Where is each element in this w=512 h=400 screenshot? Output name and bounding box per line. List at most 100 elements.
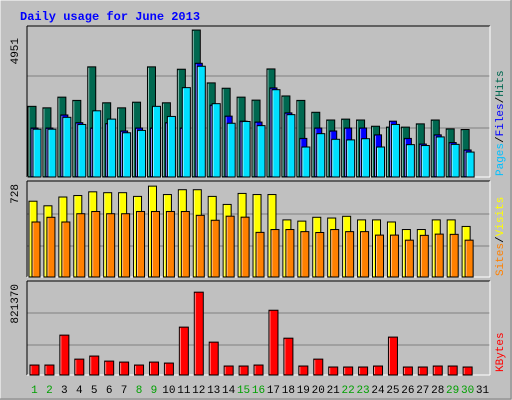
bar-pages-day-17 [271, 89, 281, 178]
bar-kbytes-day-14 [223, 365, 234, 376]
legend-hits-files-pages: Pages/Files/Hits [495, 70, 507, 176]
bar-sites-day-14-fill [225, 215, 235, 278]
bar-sites-day-29-fill [449, 233, 459, 278]
y-max-label-visits: 728 [10, 184, 22, 204]
bar-sites-day-11-fill [180, 210, 190, 278]
bar-pages-day-8 [137, 129, 147, 178]
bar-sites-day-4 [76, 213, 86, 278]
x-label-day-18: 18 [282, 385, 295, 397]
bar-sites-day-10 [165, 210, 175, 278]
bar-kbytes-day-28 [432, 365, 443, 376]
bar-sites-day-1-fill [31, 221, 41, 278]
x-label-day-6: 6 [106, 385, 113, 397]
x-label-day-31: 31 [476, 385, 490, 397]
bar-kbytes-day-19 [298, 365, 309, 376]
bar-pages-day-28-fill [435, 136, 445, 178]
x-label-day-27: 27 [416, 385, 429, 397]
bar-pages-day-13 [211, 103, 221, 178]
bar-sites-day-6 [106, 213, 116, 278]
bar-kbytes-day-8-fill [134, 364, 145, 376]
bar-kbytes-day-25 [387, 336, 398, 376]
bar-kbytes-day-20-fill [313, 358, 324, 376]
bar-pages-day-18-fill [286, 114, 296, 178]
legend-kbytes: KBytes [495, 332, 507, 372]
bar-sites-day-16 [255, 231, 265, 278]
bar-sites-day-19-fill [300, 231, 310, 278]
bar-pages-day-24 [376, 146, 386, 178]
bar-kbytes-day-2 [44, 364, 55, 376]
bar-kbytes-day-7 [119, 361, 130, 376]
bar-sites-day-8 [136, 210, 146, 278]
legend-item-visits: Visits [495, 197, 507, 237]
bar-sites-day-24 [375, 234, 385, 278]
bar-kbytes-day-7-fill [119, 361, 130, 376]
bar-pages-day-5 [92, 110, 102, 178]
bar-pages-day-26-fill [405, 144, 415, 178]
bar-sites-day-2 [46, 216, 56, 278]
x-label-day-7: 7 [121, 385, 128, 397]
bar-sites-day-23 [360, 231, 370, 278]
x-label-day-19: 19 [297, 385, 310, 397]
bar-kbytes-day-5 [89, 355, 100, 376]
bar-kbytes-day-11 [178, 326, 189, 376]
x-label-day-24: 24 [371, 385, 385, 397]
bar-sites-day-7 [121, 213, 131, 278]
bar-pages-day-1 [32, 128, 42, 178]
legend-separator: / [495, 136, 507, 143]
bar-pages-day-27 [420, 145, 430, 178]
bar-sites-day-25 [389, 234, 399, 278]
bar-kbytes-day-23-fill [358, 366, 369, 376]
bar-kbytes-day-27 [417, 366, 428, 376]
bar-sites-day-29 [449, 233, 459, 278]
bar-sites-day-10-fill [165, 210, 175, 278]
x-label-day-10: 10 [162, 385, 175, 397]
bar-kbytes-day-21-fill [328, 366, 339, 376]
bar-pages-day-15-fill [241, 120, 251, 178]
y-max-label-hits: 4951 [10, 38, 22, 65]
bar-kbytes-day-9 [148, 361, 159, 376]
x-label-day-28: 28 [431, 385, 444, 397]
bar-pages-day-19 [301, 146, 311, 178]
legend-separator: / [495, 236, 507, 243]
bar-kbytes-day-15 [238, 365, 249, 376]
bar-sites-day-28-fill [434, 233, 444, 278]
bar-sites-day-20 [315, 231, 325, 278]
bar-sites-day-27-fill [419, 234, 429, 278]
bar-pages-day-28 [435, 136, 445, 178]
bar-sites-day-7-fill [121, 213, 131, 278]
bar-kbytes-day-24 [373, 365, 384, 376]
x-label-day-5: 5 [91, 385, 98, 397]
bar-pages-day-2 [47, 128, 57, 178]
bar-kbytes-day-15-fill [238, 365, 249, 376]
x-label-day-22: 22 [342, 385, 355, 397]
bar-pages-day-16-fill [256, 125, 266, 178]
bar-kbytes-day-1 [29, 364, 40, 376]
bar-pages-day-20 [316, 133, 326, 178]
x-label-day-11: 11 [177, 385, 191, 397]
legend-item-sites: Sites [495, 243, 507, 276]
bar-sites-day-30 [464, 239, 474, 278]
bar-kbytes-day-20 [313, 358, 324, 376]
bar-sites-day-3-fill [61, 221, 71, 278]
x-label-day-13: 13 [207, 385, 220, 397]
bar-sites-day-2-fill [46, 216, 56, 278]
bar-sites-day-15-fill [240, 216, 250, 278]
bar-kbytes-day-3-fill [59, 334, 70, 376]
bar-sites-day-5-fill [91, 210, 101, 278]
bar-pages-day-25 [390, 123, 400, 178]
bar-kbytes-day-25-fill [387, 336, 398, 376]
bar-sites-day-16-fill [255, 231, 265, 278]
bar-pages-day-3 [62, 116, 72, 178]
bar-pages-day-4-fill [77, 123, 87, 178]
legend-item-hits: Hits [495, 70, 507, 96]
bar-kbytes-day-26-fill [402, 366, 413, 376]
bar-kbytes-day-22 [343, 366, 354, 376]
bar-kbytes-day-2-fill [44, 364, 55, 376]
x-label-day-26: 26 [401, 385, 414, 397]
x-label-day-29: 29 [446, 385, 459, 397]
bar-sites-day-6-fill [106, 213, 116, 278]
bar-pages-day-22 [346, 139, 356, 178]
legend-item-kbytes: KBytes [495, 332, 507, 372]
bar-kbytes-day-23 [358, 366, 369, 376]
